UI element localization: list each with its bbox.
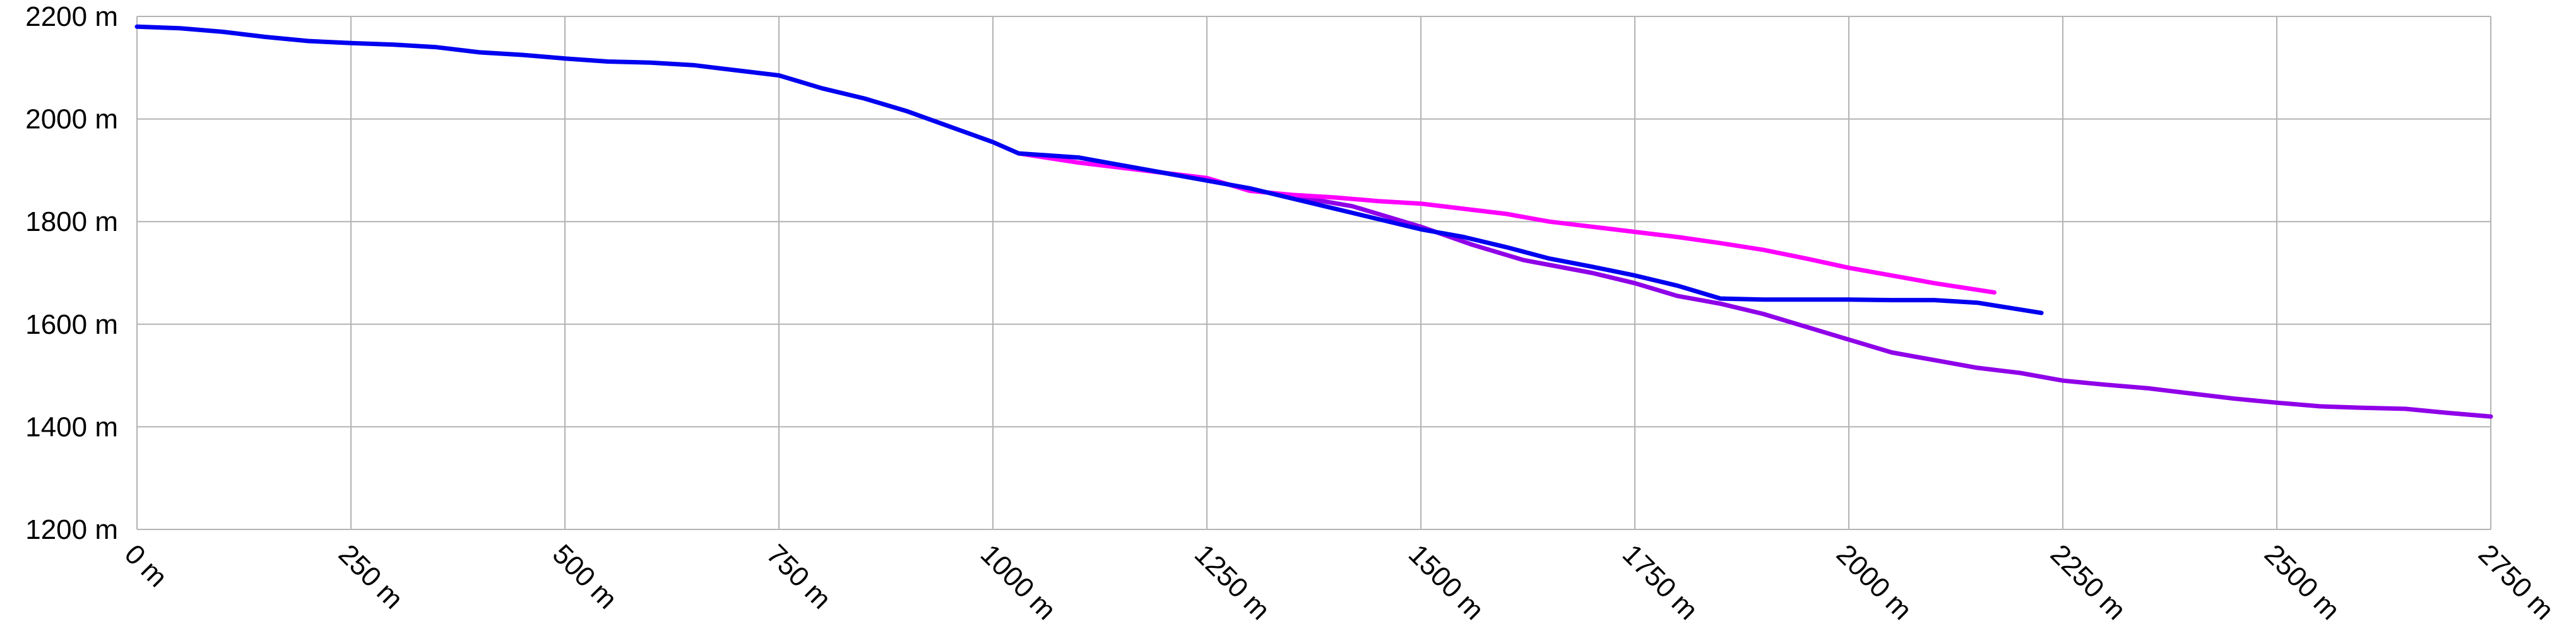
y-axis-ticks: 1200 m 1400 m 1600 m 1800 m 2000 m 2200 m <box>25 1 118 545</box>
series-line-1 <box>1290 194 2493 419</box>
x-tick-label: 1250 m <box>1189 538 1276 625</box>
y-tick-label: 1200 m <box>25 514 118 545</box>
series-lines <box>134 24 2493 419</box>
x-tick-label: 250 m <box>333 538 409 615</box>
grid <box>136 16 2491 530</box>
x-tick-label: 2250 m <box>2045 538 2132 625</box>
x-tick-label: 2000 m <box>1831 538 1918 625</box>
y-tick-label: 1800 m <box>25 206 118 237</box>
x-tick-label: 0 m <box>119 538 174 593</box>
x-axis-ticks: 0 m 250 m 500 m 750 m 1000 m 1250 m 1500 m 1750… <box>119 538 2560 625</box>
y-tick-label: 1400 m <box>25 411 118 442</box>
x-tick-label: 1500 m <box>1403 538 1490 625</box>
y-tick-label: 2200 m <box>25 1 118 32</box>
x-tick-label: 750 m <box>761 538 837 615</box>
x-tick-label: 1750 m <box>1617 538 1704 625</box>
series-line-3 <box>134 24 2044 316</box>
x-tick-label: 500 m <box>547 538 623 615</box>
x-tick-label: 2500 m <box>2258 538 2346 625</box>
x-tick-label: 1000 m <box>975 538 1062 625</box>
y-tick-label: 1600 m <box>25 309 118 340</box>
x-tick-label: 2750 m <box>2472 538 2560 625</box>
y-tick-label: 2000 m <box>25 104 118 135</box>
